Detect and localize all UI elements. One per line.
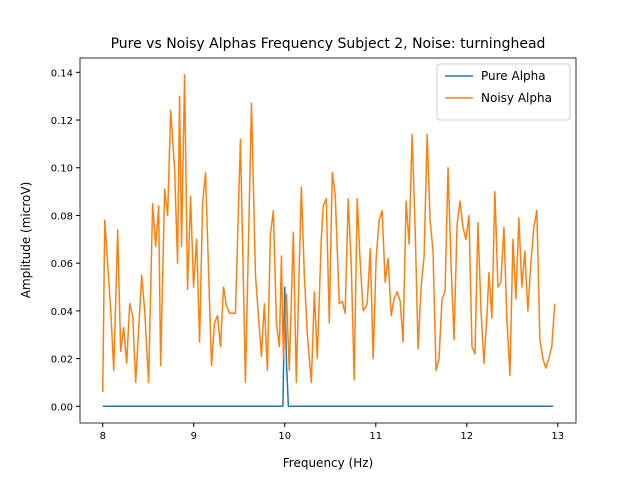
line-series xyxy=(102,73,556,392)
x-tick-label: 13 xyxy=(551,431,564,442)
line-series xyxy=(102,286,554,408)
y-tick-label: 0.14 xyxy=(51,68,73,79)
x-tick-label: 10 xyxy=(278,431,291,442)
y-tick-label: 0.12 xyxy=(51,116,73,127)
y-axis-label: Amplitude (microV) xyxy=(19,182,33,299)
legend-label: Noisy Alpha xyxy=(481,91,552,105)
y-tick-label: 0.00 xyxy=(51,402,73,413)
legend-box xyxy=(436,63,571,121)
y-tick-label: 0.02 xyxy=(51,355,73,366)
x-axis-label: Frequency (Hz) xyxy=(283,456,374,470)
x-tick-label: 12 xyxy=(460,431,473,442)
legend-label: Pure Alpha xyxy=(481,69,546,83)
y-tick-label: 0.08 xyxy=(51,211,73,222)
x-tick-label: 9 xyxy=(191,431,197,442)
axes-frame xyxy=(79,57,577,424)
chart-title: Pure vs Noisy Alphas Frequency Subject 2… xyxy=(111,36,546,52)
y-tick-label: 0.10 xyxy=(51,164,73,175)
x-tick-label: 11 xyxy=(369,431,382,442)
x-tick-label: 8 xyxy=(100,431,106,442)
y-tick-label: 0.06 xyxy=(51,259,73,270)
y-tick-label: 0.04 xyxy=(51,307,73,318)
